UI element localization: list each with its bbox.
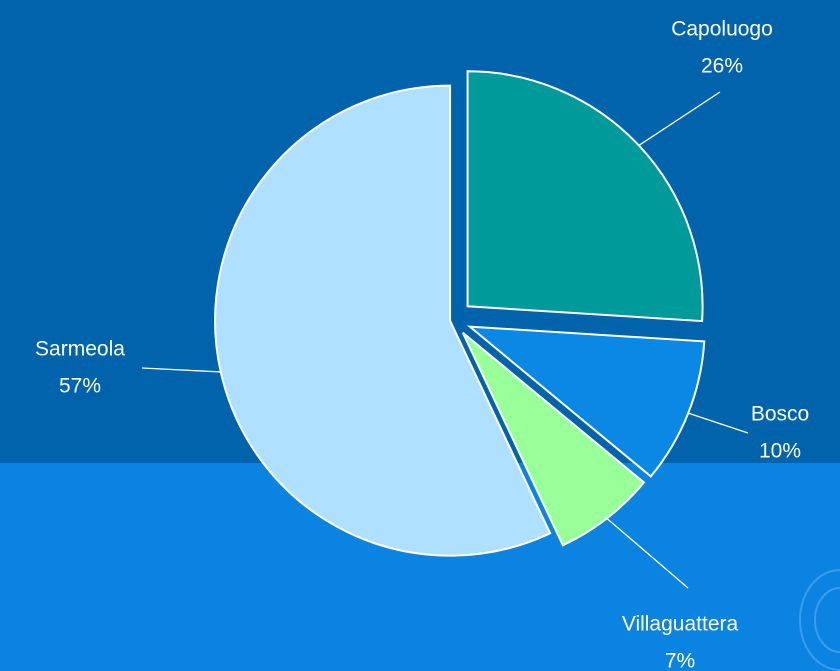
slice-label: Villaguattera (622, 613, 739, 636)
slice-label: Sarmeola (35, 338, 125, 361)
slice-value-label: 26% (701, 55, 743, 78)
slice-value-label: 7% (665, 650, 695, 671)
slice-label: Bosco (751, 403, 809, 426)
slice-value-label: 10% (759, 440, 801, 463)
page: Capoluogo 26% Bosco 10% Villaguattera 7% Sarme… (0, 0, 840, 671)
slice-label: Capoluogo (671, 18, 773, 41)
slide: Capoluogo 26% Bosco 10% Villaguattera 7% Sarme… (0, 0, 840, 671)
slice-value-label: 57% (59, 375, 101, 398)
